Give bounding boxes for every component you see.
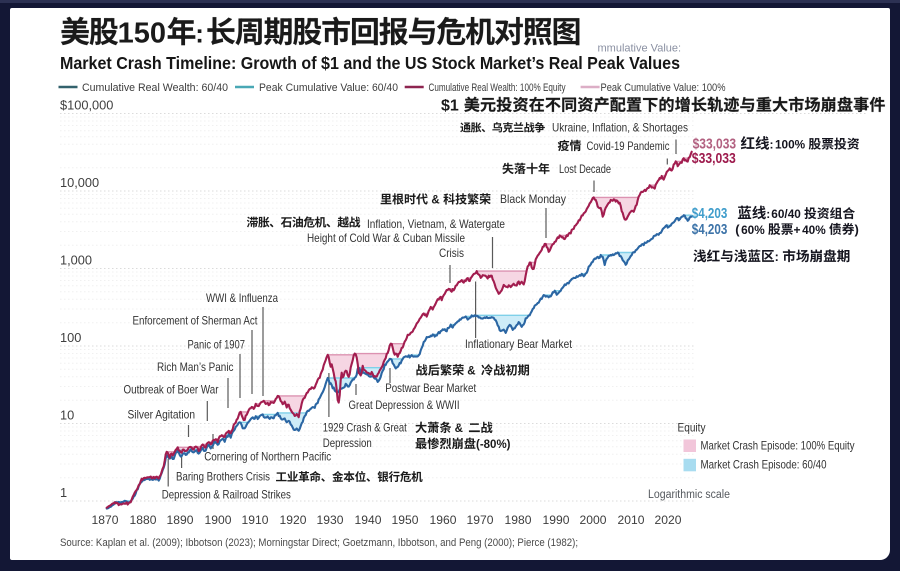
- svg-text:1870: 1870: [92, 513, 119, 527]
- svg-text:Black Monday: Black Monday: [500, 192, 566, 206]
- svg-text:Panic of 1907: Panic of 1907: [188, 338, 246, 352]
- svg-text:1880: 1880: [130, 513, 157, 527]
- svg-text:Market Crash Episode: 100% Equ: Market Crash Episode: 100% Equity: [701, 439, 855, 453]
- svg-text:$100,000: $100,000: [60, 97, 113, 112]
- svg-text:1900: 1900: [205, 513, 232, 527]
- svg-text:&: &: [467, 366, 475, 378]
- svg-text:1940: 1940: [355, 513, 382, 527]
- svg-text:Lost Decade: Lost Decade: [559, 164, 611, 176]
- svg-text:Equity: Equity: [678, 421, 706, 435]
- svg-text:1910: 1910: [242, 513, 269, 527]
- svg-text:40%: 40%: [802, 223, 826, 237]
- svg-text:): ): [855, 222, 859, 237]
- svg-text:Peak Cumulative Value: 60/40: Peak Cumulative Value: 60/40: [259, 82, 398, 94]
- svg-text:100%: 100%: [775, 138, 806, 152]
- svg-text:mmulative Value:: mmulative Value:: [598, 43, 682, 55]
- svg-text:WWI & Influenza: WWI & Influenza: [206, 291, 278, 305]
- svg-text:1: 1: [60, 485, 67, 500]
- svg-text:1929 Crash & Great: 1929 Crash & Great: [323, 421, 408, 435]
- svg-text:$33,033: $33,033: [692, 151, 736, 167]
- svg-text:60/40: 60/40: [771, 207, 801, 221]
- svg-text:Cumulative Real Wealth: 60/40: Cumulative Real Wealth: 60/40: [82, 82, 228, 94]
- svg-text:Cumulative Real Wealth: 100% E: Cumulative Real Wealth: 100% Equity: [429, 82, 566, 94]
- svg-text:Enforcement of Sherman Act: Enforcement of Sherman Act: [133, 314, 259, 328]
- svg-text:Postwar Bear Market: Postwar Bear Market: [385, 381, 477, 395]
- svg-text:1980: 1980: [505, 513, 532, 527]
- svg-text:1990: 1990: [543, 513, 570, 527]
- svg-text:Covid-19 Pandemic: Covid-19 Pandemic: [587, 139, 670, 153]
- svg-text:1950: 1950: [392, 513, 419, 527]
- svg-text:Ukraine, Inflation, & Shortage: Ukraine, Inflation, & Shortages: [552, 121, 688, 135]
- svg-text:$1: $1: [441, 98, 459, 115]
- svg-text:$4,203: $4,203: [692, 206, 728, 222]
- svg-text:Crisis: Crisis: [439, 246, 464, 260]
- svg-text:Market Crash Timeline: Growth: Market Crash Timeline: Growth of $1 and …: [60, 53, 680, 73]
- svg-text:(: (: [735, 222, 740, 237]
- svg-text:$4,203: $4,203: [692, 222, 728, 238]
- svg-text:1930: 1930: [317, 513, 344, 527]
- svg-text:1920: 1920: [280, 513, 307, 527]
- svg-text:1960: 1960: [430, 513, 457, 527]
- svg-text::: :: [195, 19, 204, 49]
- svg-text:Inflation, Vietnam, & Watergat: Inflation, Vietnam, & Watergate: [367, 217, 505, 231]
- svg-text:&: &: [431, 195, 439, 207]
- svg-text:100: 100: [60, 330, 81, 345]
- svg-text:Silver Agitation: Silver Agitation: [128, 408, 196, 422]
- svg-text:&: &: [455, 423, 463, 435]
- svg-text:Source: Kaplan et al. (2009);: Source: Kaplan et al. (2009); Ibbotson (…: [60, 537, 578, 549]
- svg-text:150: 150: [118, 18, 166, 50]
- svg-text:Baring Brothers Crisis: Baring Brothers Crisis: [176, 470, 270, 484]
- svg-text:Cornering of Northern Pacific: Cornering of Northern Pacific: [204, 450, 331, 464]
- svg-text:Rich Man’s Panic: Rich Man’s Panic: [157, 360, 234, 374]
- svg-text::: :: [766, 207, 770, 221]
- svg-text:Great Depression & WWII: Great Depression & WWII: [349, 398, 460, 412]
- svg-text::: :: [770, 138, 774, 152]
- svg-text:Inflationary Bear Market: Inflationary Bear Market: [465, 337, 573, 351]
- svg-text:(-80%): (-80%): [476, 439, 511, 451]
- svg-text:1890: 1890: [167, 513, 194, 527]
- svg-text:2010: 2010: [618, 513, 645, 527]
- svg-text:Depression & Railroad Strikes: Depression & Railroad Strikes: [162, 488, 291, 502]
- svg-text:+: +: [794, 223, 801, 237]
- svg-text:Peak Cumulative Value: 100%: Peak Cumulative Value: 100%: [601, 82, 726, 94]
- svg-text:Depression: Depression: [323, 436, 372, 450]
- svg-text:Market Crash Episode: 60/40: Market Crash Episode: 60/40: [701, 458, 827, 472]
- svg-text:Height of Cold War & Cuban Mis: Height of Cold War & Cuban Missile: [307, 231, 465, 245]
- svg-text:10,000: 10,000: [60, 175, 99, 190]
- svg-text:2020: 2020: [655, 513, 682, 527]
- svg-text:1970: 1970: [467, 513, 494, 527]
- svg-text:Logarithmic scale: Logarithmic scale: [648, 489, 730, 501]
- svg-text:60%: 60%: [741, 223, 765, 237]
- svg-text:1,000: 1,000: [60, 252, 92, 267]
- svg-text:2000: 2000: [580, 513, 607, 527]
- svg-text:$33,033: $33,033: [693, 137, 737, 153]
- svg-text::: :: [775, 250, 779, 264]
- svg-text:Outbreak of Boer War: Outbreak of Boer War: [124, 383, 219, 397]
- svg-text:10: 10: [60, 407, 74, 422]
